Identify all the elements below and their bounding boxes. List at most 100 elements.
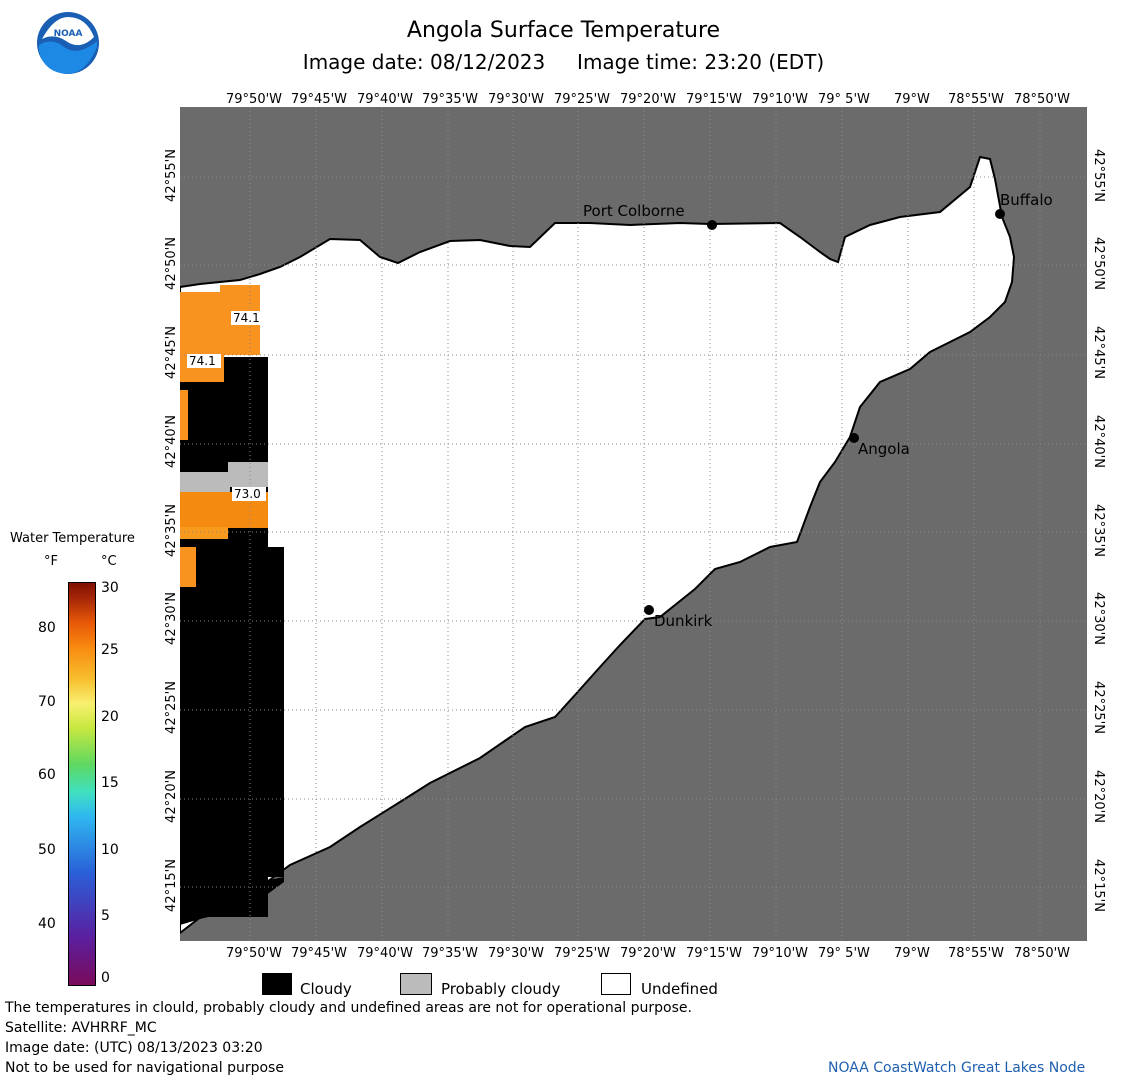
logo-text: NOAA <box>54 29 83 39</box>
lon-label-bottom: 79°30'W <box>488 946 545 961</box>
colorbar-f-tick: 40 <box>38 916 56 932</box>
lat-label-left: 42°35'N <box>163 504 179 557</box>
lon-label-top: 79°20'W <box>620 92 677 107</box>
colorbar-c-tick: 15 <box>101 775 119 791</box>
lon-label-bottom: 79°10'W <box>752 946 809 961</box>
colorbar-c-tick: 0 <box>101 970 110 986</box>
lon-label-bottom: 79°20'W <box>620 946 677 961</box>
legend-label-undefined: Undefined <box>641 980 718 998</box>
temperature-value-label: 74.1 <box>233 311 260 325</box>
colorbar-f-tick: 60 <box>38 767 56 783</box>
probably-cloudy-region <box>228 462 268 487</box>
temperature-patch <box>180 390 188 440</box>
lat-label-left: 42°30'N <box>163 592 179 645</box>
temperature-value-label: 74.1 <box>189 354 216 368</box>
cloud-region <box>180 877 284 925</box>
lat-label-left: 42°20'N <box>163 770 179 823</box>
place-label-buffalo: Buffalo <box>1000 191 1053 209</box>
footer-nav-warning: Not to be used for navigational purpose <box>5 1060 284 1076</box>
lat-label-right: 42°15'N <box>1090 859 1106 912</box>
lon-label-top: 79°35'W <box>422 92 479 107</box>
lon-label-bottom: 79°25'W <box>554 946 611 961</box>
lat-label-right: 42°20'N <box>1090 770 1106 823</box>
footer-note: The temperatures in clould, probably clo… <box>5 1000 692 1016</box>
lat-label-right: 42°30'N <box>1090 592 1106 645</box>
colorbar-c-tick: 10 <box>101 842 119 858</box>
colorbar-unit-c: °C <box>101 554 117 569</box>
lon-label-bottom: 79° 5'W <box>818 946 870 961</box>
colorbar-c-tick: 25 <box>101 642 119 658</box>
lon-label-top: 79°15'W <box>686 92 743 107</box>
lon-label-bottom: 79°50'W <box>226 946 283 961</box>
temp-label-box <box>187 354 221 368</box>
lon-label-top: 78°50'W <box>1014 92 1071 107</box>
lat-label-left: 42°50'N <box>163 237 179 290</box>
temperature-map <box>180 107 1087 941</box>
temp-label-box <box>232 487 266 501</box>
city-dot-port-colborne <box>707 220 717 230</box>
lat-label-left: 42°25'N <box>163 681 179 734</box>
colorbar-f-tick: 80 <box>38 620 56 636</box>
credit-link[interactable]: NOAA CoastWatch Great Lakes Node <box>828 1060 1086 1076</box>
graticule <box>180 107 1087 941</box>
lon-label-top: 79°30'W <box>488 92 545 107</box>
colorbar <box>68 582 96 986</box>
lon-label-top: 79°W <box>894 92 930 107</box>
lat-label-left: 42°15'N <box>163 859 179 912</box>
lat-label-right: 42°45'N <box>1090 326 1106 379</box>
lake-erie-water <box>180 155 1016 935</box>
place-label-port-colborne: Port Colborne <box>583 202 685 220</box>
colorbar-title: Water Temperature <box>10 531 135 546</box>
place-label-dunkirk: Dunkirk <box>654 612 713 630</box>
lat-label-right: 42°40'N <box>1090 415 1106 468</box>
temperature-patch <box>180 547 196 587</box>
colorbar-f-tick: 50 <box>38 842 56 858</box>
lon-label-top: 79°40'W <box>357 92 414 107</box>
lon-label-top: 79°10'W <box>752 92 809 107</box>
lon-label-bottom: 78°55'W <box>948 946 1005 961</box>
footer-utc-date: Image date: (UTC) 08/13/2023 03:20 <box>5 1040 263 1056</box>
lat-label-right: 42°50'N <box>1090 237 1106 290</box>
lon-label-bottom: 78°50'W <box>1014 946 1071 961</box>
city-dot-dunkirk <box>644 605 654 615</box>
lat-label-right: 42°25'N <box>1090 681 1106 734</box>
place-label-angola: Angola <box>858 440 910 458</box>
noaa-logo-icon: NOAA <box>37 12 99 74</box>
city-dot-angola <box>849 433 859 443</box>
lon-label-top: 79°25'W <box>554 92 611 107</box>
temperature-value-label: 73.0 <box>234 487 261 501</box>
lon-label-bottom: 79°45'W <box>291 946 348 961</box>
legend-label-cloudy: Cloudy <box>300 980 352 998</box>
legend-swatch-cloudy <box>262 973 292 995</box>
lat-label-left: 42°40'N <box>163 415 179 468</box>
temperature-patch <box>180 292 224 382</box>
colorbar-c-tick: 5 <box>101 908 110 924</box>
image-datetime: Image date: 08/12/2023 Image time: 23:20… <box>302 50 825 74</box>
cloud-region <box>260 742 284 877</box>
colorbar-unit-f: °F <box>44 554 58 569</box>
lon-label-bottom: 79°W <box>894 946 930 961</box>
temperature-patch <box>180 527 228 539</box>
lon-label-top: 79°50'W <box>226 92 283 107</box>
page-title: Angola Surface Temperature <box>406 18 721 43</box>
lon-label-top: 78°55'W <box>948 92 1005 107</box>
colorbar-f-tick: 70 <box>38 694 56 710</box>
temp-label-box <box>231 311 263 325</box>
lon-label-bottom: 79°15'W <box>686 946 743 961</box>
lat-label-left: 42°55'N <box>163 149 179 202</box>
lon-label-bottom: 79°35'W <box>422 946 479 961</box>
legend-label-probably-cloudy: Probably cloudy <box>441 980 561 998</box>
lon-label-top: 79° 5'W <box>818 92 870 107</box>
colorbar-c-tick: 30 <box>101 580 119 596</box>
lat-label-left: 42°45'N <box>163 326 179 379</box>
probably-cloudy-region <box>180 472 230 492</box>
colorbar-c-tick: 20 <box>101 709 119 725</box>
lat-label-right: 42°55'N <box>1090 149 1106 202</box>
legend-swatch-undefined <box>601 973 631 995</box>
city-dot-buffalo <box>995 209 1005 219</box>
footer-satellite: Satellite: AVHRRF_MC <box>5 1020 157 1036</box>
lon-label-bottom: 79°40'W <box>357 946 414 961</box>
lat-label-right: 42°35'N <box>1090 504 1106 557</box>
lon-label-top: 79°45'W <box>291 92 348 107</box>
legend-swatch-probably-cloudy <box>400 973 432 995</box>
